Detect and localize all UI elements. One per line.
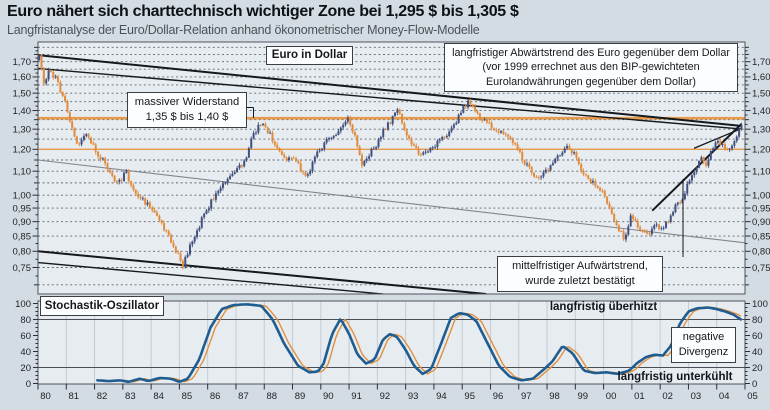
osc-axis-label-left: 40 bbox=[20, 347, 31, 358]
stochastik-line bbox=[96, 303, 743, 384]
annotation-divergence-line1: negative bbox=[682, 331, 725, 343]
y-axis-label-right: 0,95 bbox=[752, 203, 770, 214]
y-axis-label-left: 0,80 bbox=[13, 247, 32, 258]
oscillator-plot-frame bbox=[37, 300, 746, 385]
osc-axis-label-left: 100 bbox=[15, 299, 31, 310]
signal-line bbox=[102, 303, 742, 383]
x-axis-year-label: 85 bbox=[182, 391, 193, 402]
osc-axis-label-left: 0 bbox=[26, 379, 31, 390]
page-subtitle: Langfristanalyse der Euro/Dollar-Relatio… bbox=[7, 23, 480, 37]
oscillator-undercooled-label: langfristig unterkühlt bbox=[617, 371, 733, 383]
y-axis-label-right: 1,20 bbox=[752, 145, 770, 156]
y-axis-label-left: 1,30 bbox=[13, 124, 32, 135]
lower-channel-lower bbox=[38, 261, 384, 294]
page-title: Euro nähert sich charttechnisch wichtige… bbox=[7, 3, 519, 20]
y-axis-label-left: 0,75 bbox=[13, 263, 32, 274]
osc-axis-label-right: 80 bbox=[752, 315, 763, 326]
y-axis-label-right: 0,85 bbox=[752, 231, 770, 242]
x-axis-year-label: 91 bbox=[351, 391, 362, 402]
y-axis-label-right: 1,50 bbox=[752, 88, 770, 99]
x-axis-year-label: 92 bbox=[380, 391, 391, 402]
x-axis-year-label: 90 bbox=[323, 391, 334, 402]
osc-axis-label-right: 100 bbox=[752, 299, 768, 310]
mid-term-uptrend-inner bbox=[693, 128, 741, 149]
osc-axis-label-left: 80 bbox=[20, 315, 31, 326]
x-axis-year-label: 89 bbox=[295, 391, 306, 402]
y-axis-label-right: 1,00 bbox=[752, 190, 770, 201]
annotation-resistance-zone: massiver Widerstand 1,35 $ bis 1,40 $ bbox=[127, 92, 247, 128]
x-axis-year-label: 88 bbox=[266, 391, 277, 402]
oscillator-label: Stochastik-Oszillator bbox=[40, 296, 164, 316]
main-chart-label: Euro in Dollar bbox=[266, 46, 353, 65]
y-axis-label-left: 1,60 bbox=[13, 72, 32, 83]
x-axis-year-label: 04 bbox=[719, 391, 730, 402]
annotation-uptrend-line2: wurde zuletzt bestätigt bbox=[525, 275, 635, 287]
y-axis-label-left: 1,20 bbox=[13, 145, 32, 156]
x-axis-year-label: 82 bbox=[97, 391, 108, 402]
x-axis-year-label: 02 bbox=[662, 391, 673, 402]
y-axis-label-right: 1,60 bbox=[752, 72, 770, 83]
annotation-uptrend-line1: mittelfristiger Aufwärtstrend, bbox=[512, 260, 648, 272]
y-axis-label-right: 1,70 bbox=[752, 57, 770, 68]
x-axis-year-label: 80 bbox=[40, 391, 51, 402]
annotation-negative-divergence: negative Divergenz bbox=[671, 327, 736, 363]
x-axis-year-label: 01 bbox=[634, 391, 645, 402]
y-axis-label-right: 0,90 bbox=[752, 217, 770, 228]
y-axis-label-right: 0,80 bbox=[752, 247, 770, 258]
y-axis-label-left: 1,40 bbox=[13, 106, 32, 117]
osc-axis-label-right: 20 bbox=[752, 363, 763, 374]
x-axis-year-label: 86 bbox=[210, 391, 221, 402]
osc-axis-label-right: 40 bbox=[752, 347, 763, 358]
y-axis-label-left: 0,95 bbox=[13, 203, 32, 214]
x-axis-year-label: 03 bbox=[691, 391, 702, 402]
y-axis-label-left: 1,50 bbox=[13, 88, 32, 99]
price-plot-frame bbox=[37, 41, 746, 295]
y-axis-label-right: 1,10 bbox=[752, 166, 770, 177]
y-axis-label-right: 0,75 bbox=[752, 263, 770, 274]
annotation-mid-term-uptrend: mittelfristiger Aufwärtstrend, wurde zul… bbox=[497, 256, 663, 292]
x-axis-year-label: 00 bbox=[606, 391, 617, 402]
x-axis-year-label: 95 bbox=[464, 391, 475, 402]
osc-axis-label-left: 20 bbox=[20, 363, 31, 374]
x-axis-year-label: 81 bbox=[68, 391, 79, 402]
annotation-divergence-line2: Divergenz bbox=[678, 346, 729, 358]
x-axis-year-label: 99 bbox=[578, 391, 589, 402]
x-axis-year-label: 84 bbox=[153, 391, 164, 402]
y-axis-label-left: 0,85 bbox=[13, 231, 32, 242]
x-axis-year-label: 97 bbox=[521, 391, 532, 402]
oscillator-overheated-label: langfristig überhitzt bbox=[549, 301, 658, 313]
long-term-downtrend-upper bbox=[38, 54, 741, 127]
annotation-long-term-downtrend: langfristiger Abwärtstrend des Euro gege… bbox=[444, 43, 738, 92]
osc-axis-label-right: 0 bbox=[752, 379, 757, 390]
osc-axis-label-left: 60 bbox=[20, 331, 31, 342]
y-axis-label-right: 1,30 bbox=[752, 124, 770, 135]
annotation-resistance-line2: 1,35 $ bis 1,40 $ bbox=[145, 111, 229, 123]
x-axis-year-label: 96 bbox=[493, 391, 504, 402]
x-axis-year-label: 83 bbox=[125, 391, 136, 402]
osc-axis-label-right: 60 bbox=[752, 331, 763, 342]
x-axis-year-label: 05 bbox=[747, 391, 758, 402]
x-axis-year-label: 87 bbox=[238, 391, 249, 402]
y-axis-label-left: 0,90 bbox=[13, 217, 32, 228]
y-axis-label-left: 1,00 bbox=[13, 190, 32, 201]
y-axis-label-left: 1,70 bbox=[13, 57, 32, 68]
annotation-resistance-line1: massiver Widerstand bbox=[134, 96, 240, 108]
y-axis-label-right: 1,40 bbox=[752, 106, 770, 117]
x-axis-year-label: 94 bbox=[436, 391, 447, 402]
x-axis-year-label: 93 bbox=[408, 391, 419, 402]
lower-channel-upper bbox=[38, 250, 487, 294]
long-term-downtrend-lower bbox=[38, 67, 741, 130]
x-axis-year-label: 98 bbox=[549, 391, 560, 402]
y-axis-label-left: 1,10 bbox=[13, 166, 32, 177]
